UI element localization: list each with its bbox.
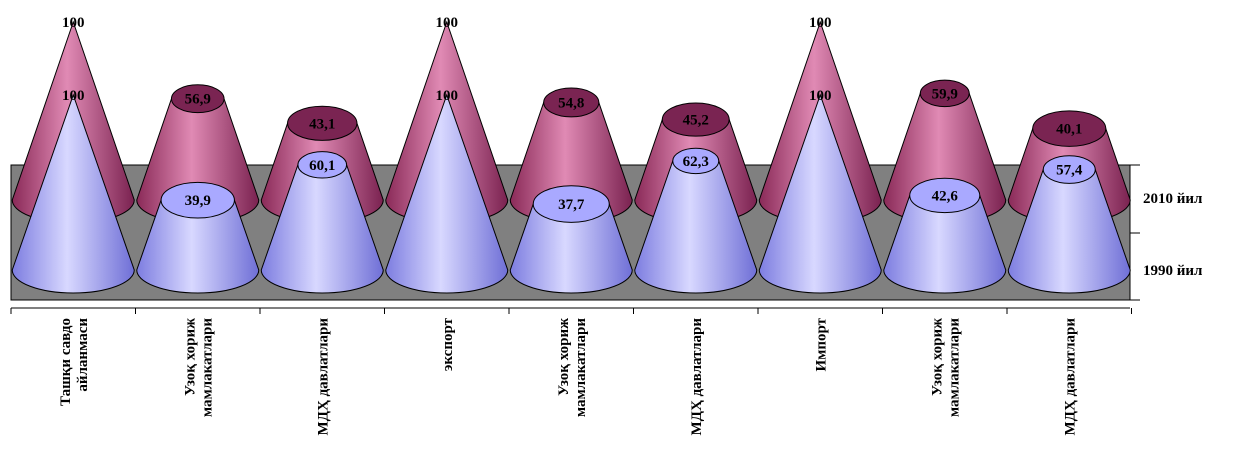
category-label-0: Ташқи савдо — [58, 318, 74, 406]
cone-1990-3-label: 100 — [436, 88, 459, 104]
category-label-3: экспорт — [440, 317, 456, 371]
cone-1990-2-body — [260, 164, 384, 294]
cone-1990-7-body — [883, 194, 1007, 294]
cone-1990-1: 39,9 — [136, 181, 260, 294]
cone-1990-2-label: 60,1 — [309, 158, 335, 174]
cone-1990-3: 100 — [385, 88, 509, 294]
cone-1990-0-label: 100 — [62, 88, 85, 104]
cone-1990-8-label: 57,4 — [1056, 163, 1083, 179]
cone-1990-7: 42,6 — [883, 177, 1007, 294]
cone-2010-7-cap — [919, 79, 970, 108]
category-label-4: мамлакатлари — [573, 318, 589, 418]
category-label-7: мамлакатлари — [946, 318, 962, 418]
cone-1990-2: 60,1 — [260, 151, 384, 294]
cone-2010-4-cap — [543, 87, 600, 118]
cone-1990-0-body — [11, 93, 135, 294]
cone-1990-3-body — [385, 93, 509, 294]
category-axis: Ташқи савдо айланмаси Узоқ хориж мамлакатла… — [10, 307, 1132, 436]
cone-1990-5-label: 62,3 — [683, 154, 709, 170]
cone-1990-4: 37,7 — [509, 185, 633, 294]
category-label-7: Узоқ хориж — [929, 318, 945, 396]
cone-2010-3-label: 100 — [436, 15, 459, 31]
cone-2010-6-label: 100 — [809, 15, 832, 31]
cone-1990-4-label: 37,7 — [558, 197, 585, 213]
category-label-6: Импорт — [813, 317, 829, 371]
series-label-1990: 1990 йил — [1143, 263, 1203, 279]
category-label-1: Узоқ хориж — [182, 318, 198, 396]
cone-1990-7-label: 42,6 — [932, 188, 959, 204]
cone-2010-7-label: 59,9 — [932, 86, 958, 102]
cone-2010-8-label: 40,1 — [1056, 122, 1082, 138]
cone-2010-2-label: 43,1 — [309, 116, 335, 132]
cone-1990-1-cap — [160, 181, 235, 219]
cone-1990-7-cap — [909, 177, 981, 214]
cone-1990-5-body — [634, 160, 758, 294]
cone-1990-5: 62,3 — [634, 147, 758, 294]
category-label-2: МДҲ давлатлари — [315, 318, 331, 436]
cone-1990-8: 57,4 — [1007, 155, 1131, 294]
cone-1990-6-body — [758, 93, 882, 294]
category-label-8: МДҲ давлатлари — [1062, 318, 1078, 436]
cone-1990-4-body — [509, 203, 633, 294]
cone-1990-0: 100 — [11, 88, 135, 294]
cone-2010-2-cap — [287, 105, 358, 141]
cone-1990-5-cap — [672, 147, 720, 175]
category-label-0: айланмаси — [75, 318, 91, 392]
cone-2010-0-label: 100 — [62, 15, 85, 31]
cone-2010-5-label: 45,2 — [683, 113, 709, 129]
cone-1990-1-label: 39,9 — [185, 193, 211, 209]
cone-2010-5-cap — [661, 102, 730, 137]
cone-1990-6-label: 100 — [809, 88, 832, 104]
cone-2010-4-label: 54,8 — [558, 95, 584, 111]
category-label-1: мамлакатлари — [199, 318, 215, 418]
cone-2010-8-cap — [1032, 110, 1107, 147]
category-label-4: Узоқ хориж — [556, 318, 572, 396]
series-axis-labels: 2010 йил 1990 йил — [1143, 191, 1203, 279]
cone-1990-2-cap — [297, 151, 348, 179]
series-1990-cones: 100 39,9 60,1 100 37,7 62,3 100 42,6 57,4 — [11, 88, 1131, 294]
series-label-2010: 2010 йил — [1143, 191, 1203, 207]
cone-1990-4-cap — [532, 185, 610, 223]
cone-1990-1-body — [136, 199, 260, 294]
cone-1990-8-cap — [1042, 155, 1096, 184]
cone-2010-1-cap — [170, 84, 225, 114]
cone-1990-8-body — [1007, 169, 1131, 294]
cone-1990-6: 100 — [758, 88, 882, 294]
cone-2010-1-label: 56,9 — [185, 92, 211, 108]
category-label-5: МДҲ давлатлари — [689, 318, 705, 436]
